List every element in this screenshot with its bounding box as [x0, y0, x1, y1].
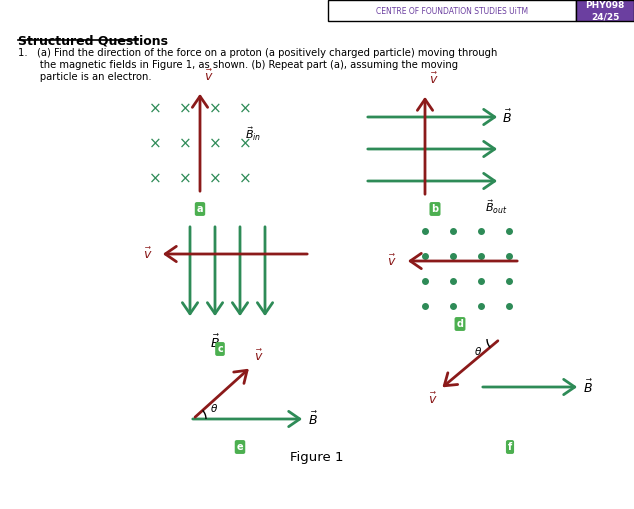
Text: $\vec{v}$: $\vec{v}$ [428, 392, 437, 407]
Text: $\vec{B}$: $\vec{B}$ [583, 378, 593, 395]
Text: f: f [508, 442, 512, 452]
Text: $\vec{B}$: $\vec{B}$ [308, 410, 318, 428]
Text: the magnetic fields in Figure 1, as shown. (b) Repeat part (a), assuming the mov: the magnetic fields in Figure 1, as show… [18, 60, 458, 70]
Text: $\theta$: $\theta$ [474, 345, 482, 357]
Text: ×: × [238, 101, 251, 117]
Text: $\theta$: $\theta$ [210, 402, 218, 414]
Text: d: d [456, 319, 463, 329]
Text: CENTRE OF FOUNDATION STUDIES UiTM: CENTRE OF FOUNDATION STUDIES UiTM [376, 7, 528, 15]
FancyBboxPatch shape [328, 0, 576, 21]
Text: $\vec{B}_{out}$: $\vec{B}_{out}$ [485, 198, 508, 216]
Text: ×: × [179, 101, 191, 117]
Text: ×: × [238, 172, 251, 186]
Text: e: e [236, 442, 243, 452]
Text: $\vec{B}$: $\vec{B}$ [502, 108, 512, 126]
Text: ×: × [148, 172, 162, 186]
Text: $\vec{B}$: $\vec{B}$ [210, 334, 220, 351]
Text: ×: × [179, 172, 191, 186]
Text: ×: × [179, 136, 191, 152]
Text: b: b [432, 204, 439, 214]
Text: ×: × [148, 101, 162, 117]
Text: $\vec{v}$: $\vec{v}$ [204, 69, 214, 84]
Text: PHY098
24/25: PHY098 24/25 [585, 1, 624, 21]
Text: $\vec{v}$: $\vec{v}$ [254, 349, 264, 364]
Text: $\vec{v}$: $\vec{v}$ [387, 253, 397, 269]
Text: $\vec{v}$: $\vec{v}$ [143, 246, 153, 262]
Text: ×: × [238, 136, 251, 152]
Text: $\vec{B}_{in}$: $\vec{B}_{in}$ [245, 125, 261, 143]
Text: ×: × [209, 136, 221, 152]
Text: Structured Questions: Structured Questions [18, 34, 168, 47]
Text: ×: × [209, 172, 221, 186]
Text: a: a [197, 204, 204, 214]
Text: $\vec{v}$: $\vec{v}$ [429, 72, 439, 87]
Text: c: c [217, 344, 223, 354]
Text: Figure 1: Figure 1 [290, 450, 344, 464]
Text: ×: × [209, 101, 221, 117]
Text: 1.   (a) Find the direction of the force on a proton (a positively charged parti: 1. (a) Find the direction of the force o… [18, 48, 498, 58]
FancyBboxPatch shape [576, 0, 634, 21]
Text: ×: × [148, 136, 162, 152]
Text: particle is an electron.: particle is an electron. [18, 72, 152, 82]
